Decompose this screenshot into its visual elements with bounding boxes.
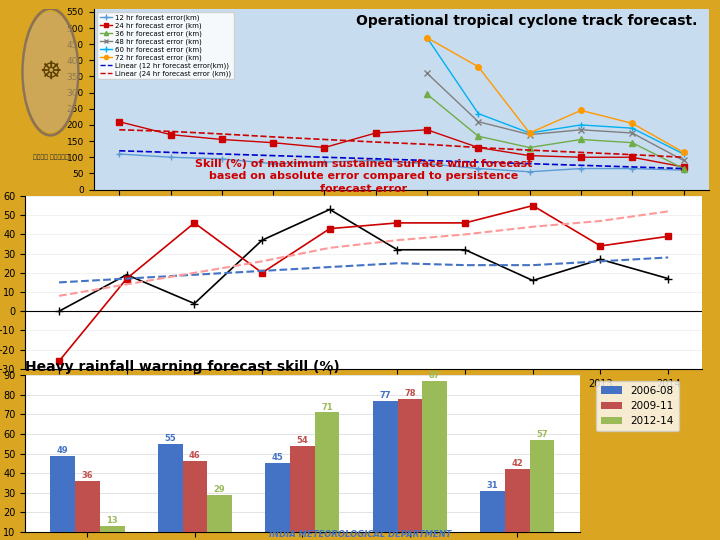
- Text: 45: 45: [272, 454, 284, 462]
- Text: 77: 77: [379, 391, 391, 400]
- Bar: [158, 444, 183, 540]
- Text: 78: 78: [404, 389, 415, 398]
- Bar: [530, 440, 554, 540]
- Bar: [207, 495, 232, 540]
- Text: भारत सरकार: भारत सरकार: [32, 154, 68, 160]
- Text: 87: 87: [429, 371, 441, 380]
- Text: 49: 49: [57, 446, 68, 455]
- Bar: [480, 491, 505, 540]
- Bar: [315, 413, 339, 540]
- Bar: [505, 469, 530, 540]
- Legend: 12 hr forecast error(km), 24 hr forecast error (km), 36 hr forecast error (km), : 12 hr forecast error(km), 24 hr forecast…: [97, 12, 234, 79]
- Title: Skill (%) of maximum sustained surface wind forecast
based on absolute error com: Skill (%) of maximum sustained surface w…: [195, 159, 532, 194]
- Text: 54: 54: [297, 436, 308, 445]
- Bar: [397, 399, 422, 540]
- Bar: [373, 401, 397, 540]
- Bar: [266, 463, 290, 540]
- Text: 46: 46: [189, 451, 201, 461]
- Legend: 2006-08, 2009-11, 2012-14: 2006-08, 2009-11, 2012-14: [596, 381, 679, 431]
- Bar: [50, 456, 75, 540]
- Bar: [183, 461, 207, 540]
- Bar: [75, 481, 100, 540]
- Text: 31: 31: [487, 481, 498, 490]
- Text: 57: 57: [536, 430, 548, 439]
- Bar: [422, 381, 447, 540]
- Text: 42: 42: [511, 460, 523, 468]
- Text: ☸: ☸: [39, 60, 62, 84]
- Text: 36: 36: [81, 471, 94, 480]
- Text: Operational tropical cyclone track forecast.: Operational tropical cyclone track forec…: [356, 14, 697, 28]
- Text: 13: 13: [107, 516, 118, 525]
- Bar: [100, 526, 125, 540]
- Text: INDIA METEOROLOGICAL DEPARTMENT: INDIA METEOROLOGICAL DEPARTMENT: [269, 530, 451, 539]
- Text: 29: 29: [214, 485, 225, 494]
- Text: 55: 55: [164, 434, 176, 443]
- Text: 71: 71: [321, 402, 333, 411]
- Bar: [290, 446, 315, 540]
- Text: Heavy rainfall warning forecast skill (%): Heavy rainfall warning forecast skill (%…: [25, 360, 340, 374]
- Circle shape: [24, 12, 76, 132]
- Legend: 12 hr, 24 hr, Linear (12 hr), Linear (24 hr): 12 hr, 24 hr, Linear (12 hr), Linear (24…: [210, 409, 517, 425]
